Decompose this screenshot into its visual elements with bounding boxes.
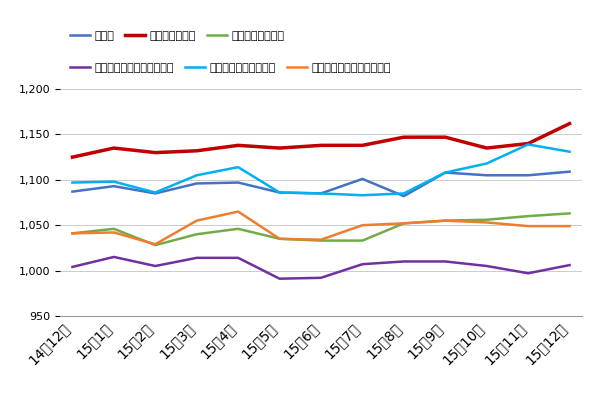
検品・検査・調整 (235, 226, 242, 231)
全職種 (400, 194, 407, 198)
その他軽作業・物流・配送 (152, 242, 159, 247)
フォークリフト (276, 146, 283, 151)
仕分け・梱包・ピッキング (235, 256, 242, 260)
全職種 (235, 180, 242, 185)
全職種 (110, 184, 118, 189)
検品・検査・調整 (193, 232, 200, 237)
検品・検査・調整 (442, 218, 449, 223)
フォークリフト (566, 121, 573, 126)
検品・検査・調整 (69, 231, 76, 236)
フォークリフト (193, 148, 200, 153)
検品・検査・調整 (566, 211, 573, 216)
部品供給・充填・運搬 (483, 161, 490, 166)
フォークリフト (317, 143, 325, 148)
部品供給・充填・運搬 (524, 142, 532, 147)
部品供給・充填・運搬 (566, 149, 573, 154)
仕分け・梱包・ピッキング (566, 263, 573, 268)
Line: 全職種: 全職種 (73, 172, 569, 196)
部品供給・充填・運搬 (152, 190, 159, 195)
検品・検査・調整 (359, 238, 366, 243)
仕分け・梱包・ピッキング (276, 276, 283, 281)
仕分け・梱包・ピッキング (152, 264, 159, 269)
フォークリフト (235, 143, 242, 148)
Line: 部品供給・充填・運搬: 部品供給・充填・運搬 (73, 145, 569, 195)
全職種 (524, 173, 532, 178)
全職種 (152, 191, 159, 196)
フォークリフト (442, 135, 449, 140)
仕分け・梱包・ピッキング (442, 259, 449, 264)
検品・検査・調整 (483, 217, 490, 222)
部品供給・充填・運搬 (359, 193, 366, 198)
フォークリフト (69, 155, 76, 160)
仕分け・梱包・ピッキング (110, 254, 118, 259)
仕分け・梱包・ピッキング (400, 259, 407, 264)
検品・検査・調整 (400, 221, 407, 226)
全職種 (566, 169, 573, 174)
仕分け・梱包・ピッキング (359, 262, 366, 266)
全職種 (359, 177, 366, 181)
Line: 検品・検査・調整: 検品・検査・調整 (73, 213, 569, 245)
その他軽作業・物流・配送 (566, 224, 573, 228)
全職種 (442, 170, 449, 175)
その他軽作業・物流・配送 (276, 237, 283, 241)
Line: フォークリフト: フォークリフト (73, 124, 569, 157)
その他軽作業・物流・配送 (400, 221, 407, 226)
フォークリフト (359, 143, 366, 148)
その他軽作業・物流・配送 (317, 237, 325, 242)
全職種 (276, 190, 283, 195)
仕分け・梱包・ピッキング (317, 275, 325, 280)
部品供給・充填・運搬 (193, 173, 200, 178)
全職種 (193, 181, 200, 186)
部品供給・充填・運搬 (110, 179, 118, 184)
その他軽作業・物流・配送 (524, 224, 532, 228)
部品供給・充填・運搬 (276, 190, 283, 195)
フォークリフト (110, 146, 118, 151)
Legend: 仕分け・梱包・ピッキング, 部品供給・充填・運搬, その他軽作業・物流・配送: 仕分け・梱包・ピッキング, 部品供給・充填・運搬, その他軽作業・物流・配送 (65, 58, 395, 77)
検品・検査・調整 (110, 226, 118, 231)
仕分け・梱包・ピッキング (193, 256, 200, 260)
Line: その他軽作業・物流・配送: その他軽作業・物流・配送 (73, 211, 569, 244)
フォークリフト (483, 146, 490, 151)
部品供給・充填・運搬 (400, 191, 407, 196)
Line: 仕分け・梱包・ピッキング: 仕分け・梱包・ピッキング (73, 257, 569, 279)
検品・検査・調整 (317, 238, 325, 243)
全職種 (317, 191, 325, 196)
その他軽作業・物流・配送 (359, 223, 366, 228)
その他軽作業・物流・配送 (483, 220, 490, 225)
その他軽作業・物流・配送 (235, 209, 242, 214)
検品・検査・調整 (524, 214, 532, 219)
仕分け・梱包・ピッキング (524, 271, 532, 276)
仕分け・梱包・ピッキング (483, 264, 490, 269)
部品供給・充填・運搬 (317, 191, 325, 196)
フォークリフト (400, 135, 407, 140)
その他軽作業・物流・配送 (193, 218, 200, 223)
その他軽作業・物流・配送 (69, 231, 76, 236)
全職種 (69, 189, 76, 194)
検品・検査・調整 (276, 237, 283, 241)
全職種 (483, 173, 490, 178)
仕分け・梱包・ピッキング (69, 264, 76, 269)
部品供給・充填・運搬 (235, 165, 242, 170)
フォークリフト (524, 141, 532, 146)
検品・検査・調整 (152, 243, 159, 247)
その他軽作業・物流・配送 (442, 218, 449, 223)
フォークリフト (152, 150, 159, 155)
部品供給・充填・運搬 (69, 180, 76, 185)
その他軽作業・物流・配送 (110, 230, 118, 235)
部品供給・充填・運搬 (442, 170, 449, 175)
